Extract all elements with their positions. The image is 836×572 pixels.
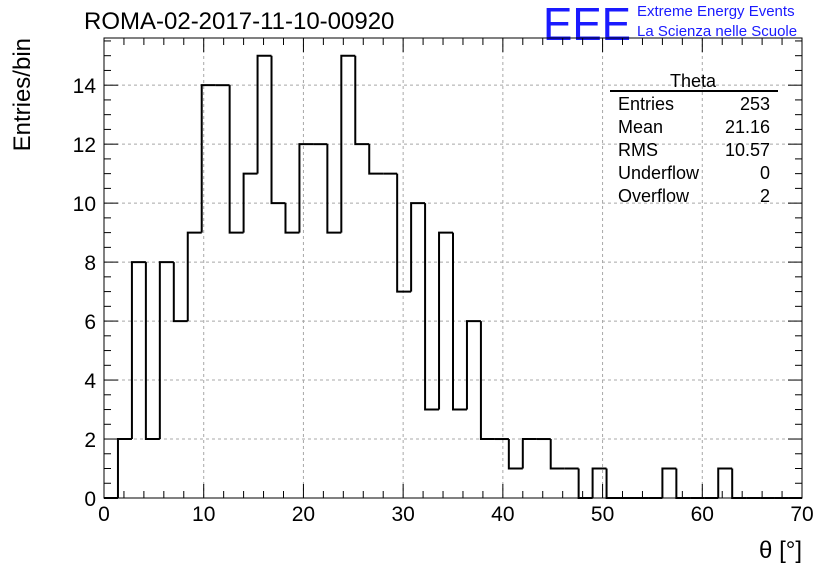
- y-tick-label: 14: [73, 75, 97, 98]
- stats-label: Entries: [618, 94, 674, 114]
- y-tick-label: 0: [84, 488, 96, 511]
- histogram-bin: [465, 320, 481, 410]
- x-tick-label: 10: [192, 503, 215, 526]
- histogram-bin: [452, 232, 467, 411]
- histogram-bin: [242, 172, 258, 233]
- y-tick-label: 4: [84, 370, 96, 393]
- histogram-bin: [270, 55, 286, 205]
- histogram-series: [104, 54, 802, 499]
- x-tick-label: 50: [591, 503, 614, 526]
- stats-label: Mean: [618, 117, 663, 137]
- x-tick-label: 40: [491, 503, 514, 526]
- x-tick-label: 20: [292, 503, 315, 526]
- brand-line-2: La Scienza nelle Scuole: [637, 23, 798, 40]
- stats-value: 253: [740, 94, 770, 114]
- histogram-bin: [130, 261, 146, 440]
- histogram-bin: [438, 231, 453, 410]
- histogram-bin: [158, 261, 174, 440]
- brand-text: Extreme Energy Events La Scienza nelle S…: [637, 2, 797, 42]
- stats-box: Theta Entries 253 Mean 21.16 RMS 10.57 Underflo…: [610, 71, 778, 206]
- axis-ticks: [103, 38, 803, 499]
- svg-text:EEE: EEE: [543, 2, 631, 44]
- histogram-bin: [326, 144, 342, 234]
- histogram-bin: [410, 202, 426, 292]
- histogram-bin: [354, 55, 370, 146]
- histogram-bin: [424, 203, 440, 411]
- histogram-bin: [549, 439, 565, 470]
- histogram-bin: [591, 467, 607, 498]
- x-tick-label: 30: [391, 503, 414, 526]
- histogram-bin: [577, 468, 593, 499]
- histogram-bin: [256, 54, 272, 174]
- stats-value: 10.57: [725, 140, 770, 160]
- histogram-bin: [172, 262, 188, 323]
- histogram-bin: [144, 262, 160, 441]
- stats-label: Underflow: [618, 163, 700, 183]
- histogram-bin: [186, 231, 202, 322]
- stats-value: 0: [760, 163, 770, 183]
- x-tick-label: 60: [691, 503, 714, 526]
- stats-title: Theta: [670, 71, 717, 91]
- histogram-bin: [717, 467, 733, 498]
- histogram-bin: [284, 203, 300, 234]
- histogram-bin: [340, 54, 356, 233]
- histogram-bin: [396, 173, 412, 293]
- y-tick-label: 12: [73, 134, 96, 157]
- y-tick-label: 8: [84, 252, 96, 275]
- histogram-bin: [116, 438, 132, 498]
- y-axis-label: Entries/bin: [9, 38, 36, 151]
- plot-frame: [103, 37, 803, 499]
- histogram-bin: [661, 467, 677, 498]
- stats-label: Overflow: [618, 186, 690, 206]
- histogram-bin: [479, 321, 495, 441]
- histogram-bin: [731, 468, 747, 499]
- stats-label: RMS: [618, 140, 658, 160]
- x-tick-label: 70: [790, 503, 813, 526]
- histogram-bin: [368, 144, 384, 175]
- x-axis-label: θ [°]: [759, 537, 802, 564]
- chart-title: ROMA-02-2017-11-10-00920: [84, 8, 395, 35]
- x-tick-label: 0: [98, 503, 110, 526]
- histogram-bin: [200, 84, 216, 233]
- stats-value: 21.16: [725, 117, 770, 137]
- y-tick-label: 6: [84, 311, 96, 334]
- histogram-bin: [675, 468, 691, 499]
- eee-logo-icon: EEE: [543, 2, 631, 44]
- histogram-bin: [605, 468, 621, 499]
- histogram-bin: [298, 143, 314, 233]
- histogram-bin: [228, 85, 244, 234]
- histogram-bin: [507, 439, 523, 470]
- brand-line-1: Extreme Energy Events: [637, 3, 795, 20]
- y-tick-label: 2: [84, 429, 96, 452]
- histogram-bin: [521, 438, 537, 469]
- y-tick-label: 10: [73, 193, 96, 216]
- stats-value: 2: [760, 186, 770, 206]
